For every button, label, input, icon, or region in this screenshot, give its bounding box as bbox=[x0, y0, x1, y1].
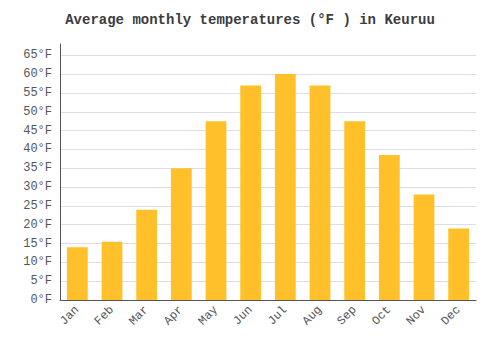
svg-text:Jun: Jun bbox=[230, 303, 255, 328]
svg-text:Dec: Dec bbox=[438, 303, 463, 328]
svg-text:Oct: Oct bbox=[369, 303, 394, 328]
svg-text:40°F: 40°F bbox=[23, 142, 52, 156]
svg-text:0°F: 0°F bbox=[30, 293, 52, 307]
svg-text:Average monthly temperatures (: Average monthly temperatures (°F ) in Ke… bbox=[65, 12, 435, 28]
svg-text:55°F: 55°F bbox=[23, 86, 52, 100]
svg-text:35°F: 35°F bbox=[23, 161, 52, 175]
svg-text:10°F: 10°F bbox=[23, 255, 52, 269]
svg-text:25°F: 25°F bbox=[23, 199, 52, 213]
svg-text:Sep: Sep bbox=[334, 303, 359, 328]
svg-text:Feb: Feb bbox=[92, 303, 117, 328]
svg-text:50°F: 50°F bbox=[23, 105, 52, 119]
svg-text:20°F: 20°F bbox=[23, 218, 52, 232]
svg-text:45°F: 45°F bbox=[23, 124, 52, 138]
svg-text:Nov: Nov bbox=[404, 303, 429, 328]
svg-text:Aug: Aug bbox=[300, 303, 325, 328]
svg-text:65°F: 65°F bbox=[23, 48, 52, 62]
svg-text:15°F: 15°F bbox=[23, 237, 52, 251]
svg-text:5°F: 5°F bbox=[30, 274, 52, 288]
svg-text:Jan: Jan bbox=[57, 303, 82, 328]
svg-text:Jul: Jul bbox=[265, 303, 290, 328]
svg-text:60°F: 60°F bbox=[23, 67, 52, 81]
svg-text:May: May bbox=[196, 303, 221, 328]
svg-text:Apr: Apr bbox=[161, 303, 186, 328]
svg-text:30°F: 30°F bbox=[23, 180, 52, 194]
svg-text:Mar: Mar bbox=[126, 303, 151, 328]
